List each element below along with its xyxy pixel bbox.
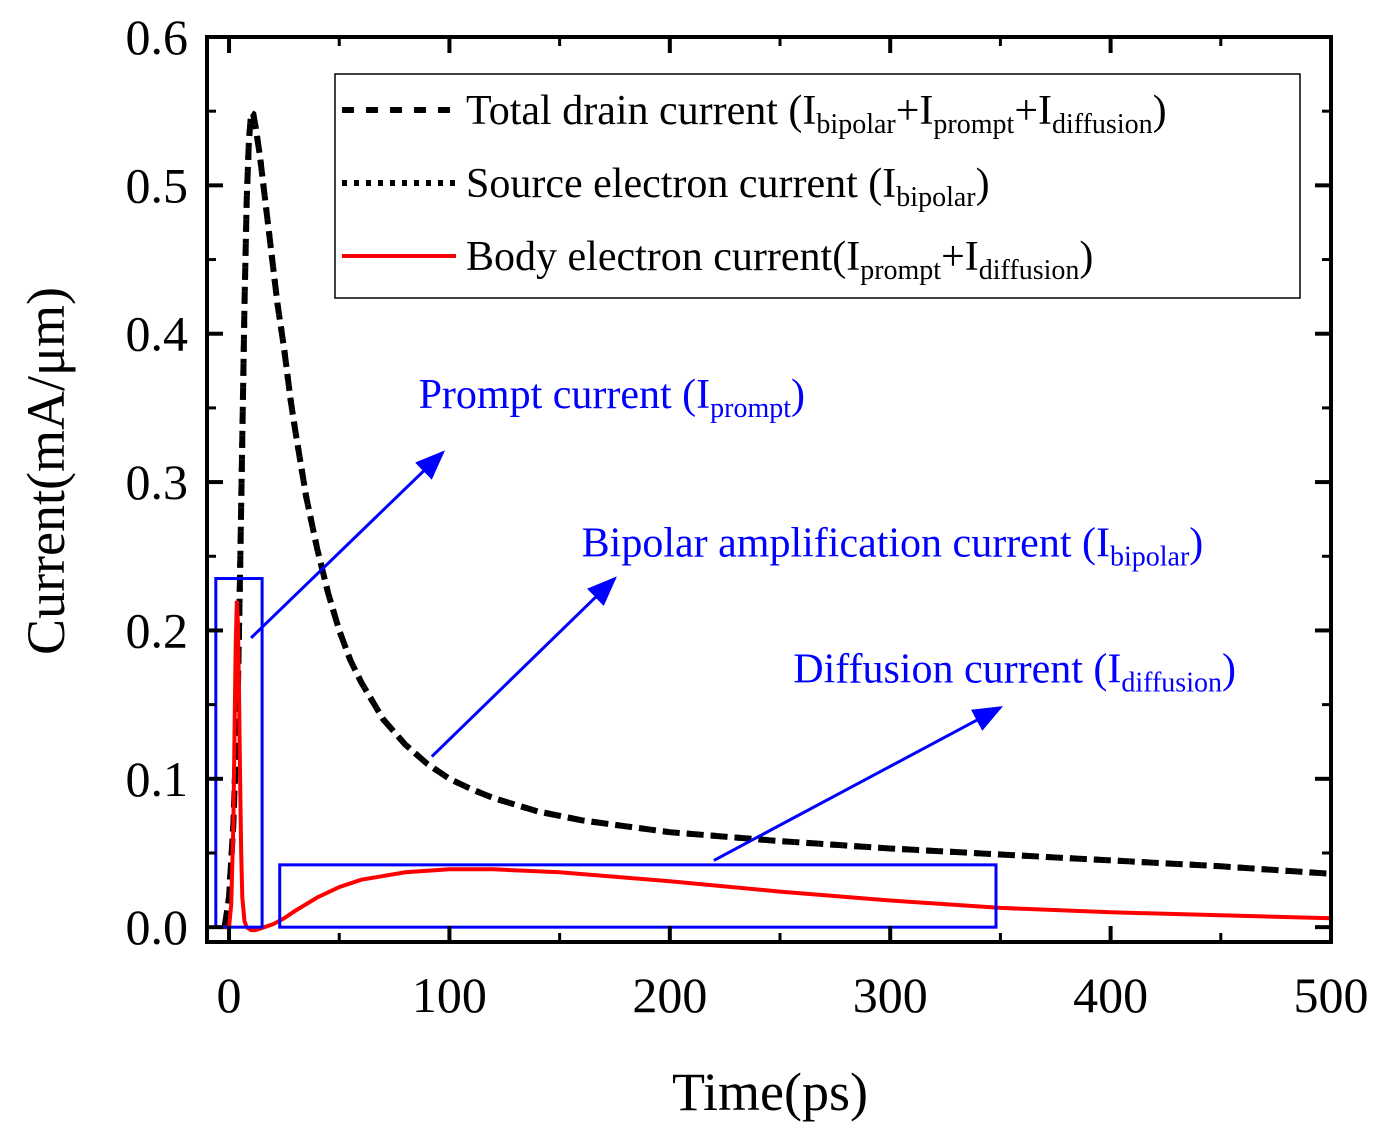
annotation-label-3: Diffusion current (Idiffusion) bbox=[793, 646, 1236, 698]
annotation-arrow-1 bbox=[250, 450, 445, 639]
series-line-1 bbox=[221, 107, 1331, 928]
legend-box bbox=[334, 73, 1301, 299]
y-tick-label: 0.3 bbox=[126, 454, 189, 510]
annotation-label-2: Bipolar amplification current (Ibipolar) bbox=[582, 520, 1204, 572]
y-tick-label: 0.6 bbox=[126, 9, 189, 65]
annotation-arrow-3 bbox=[713, 706, 1004, 862]
x-tick-label: 300 bbox=[853, 967, 928, 1023]
x-tick-label: 400 bbox=[1073, 967, 1148, 1023]
series-line-3 bbox=[222, 600, 1331, 933]
x-tick-label: 500 bbox=[1294, 967, 1369, 1023]
series-line-2 bbox=[221, 107, 1331, 928]
y-tick-label: 0.2 bbox=[126, 602, 189, 658]
y-tick-label: 0.4 bbox=[126, 306, 189, 362]
y-axis-label: Current(mA/μm) bbox=[16, 287, 76, 655]
x-axis-label: Time(ps) bbox=[672, 1062, 868, 1122]
y-tick-label: 0.1 bbox=[126, 751, 189, 807]
annotation-box-1 bbox=[214, 577, 264, 929]
x-tick-label: 200 bbox=[632, 967, 707, 1023]
plot-frame bbox=[205, 35, 1333, 944]
legend-label-3: Body electron current(Iprompt+Idiffusion… bbox=[466, 234, 1093, 286]
series-layer bbox=[221, 107, 1331, 933]
annotation-box-3 bbox=[278, 863, 998, 929]
axes-layer: 0 100 200 300 400 500 0.0 0.1 0.2 0.3 0.4 0.5 0.6 bbox=[126, 9, 1369, 1023]
legend-label-1: Total drain current (Ibipolar+Iprompt+Id… bbox=[466, 88, 1167, 140]
legend-label-2: Source electron current (Ibipolar) bbox=[466, 161, 990, 213]
y-tick-label: 0.5 bbox=[126, 157, 189, 213]
annotation-arrow-2 bbox=[430, 576, 617, 758]
annotation-layer: Prompt current (Iprompt) Bipolar amplific… bbox=[214, 372, 1236, 929]
x-tick-label: 0 bbox=[217, 967, 242, 1023]
legend: Total drain current (Ibipolar+Iprompt+Id… bbox=[334, 73, 1301, 299]
annotation-label-1: Prompt current (Iprompt) bbox=[419, 372, 805, 424]
y-tick-label: 0.0 bbox=[126, 899, 189, 955]
x-tick-label: 100 bbox=[412, 967, 487, 1023]
